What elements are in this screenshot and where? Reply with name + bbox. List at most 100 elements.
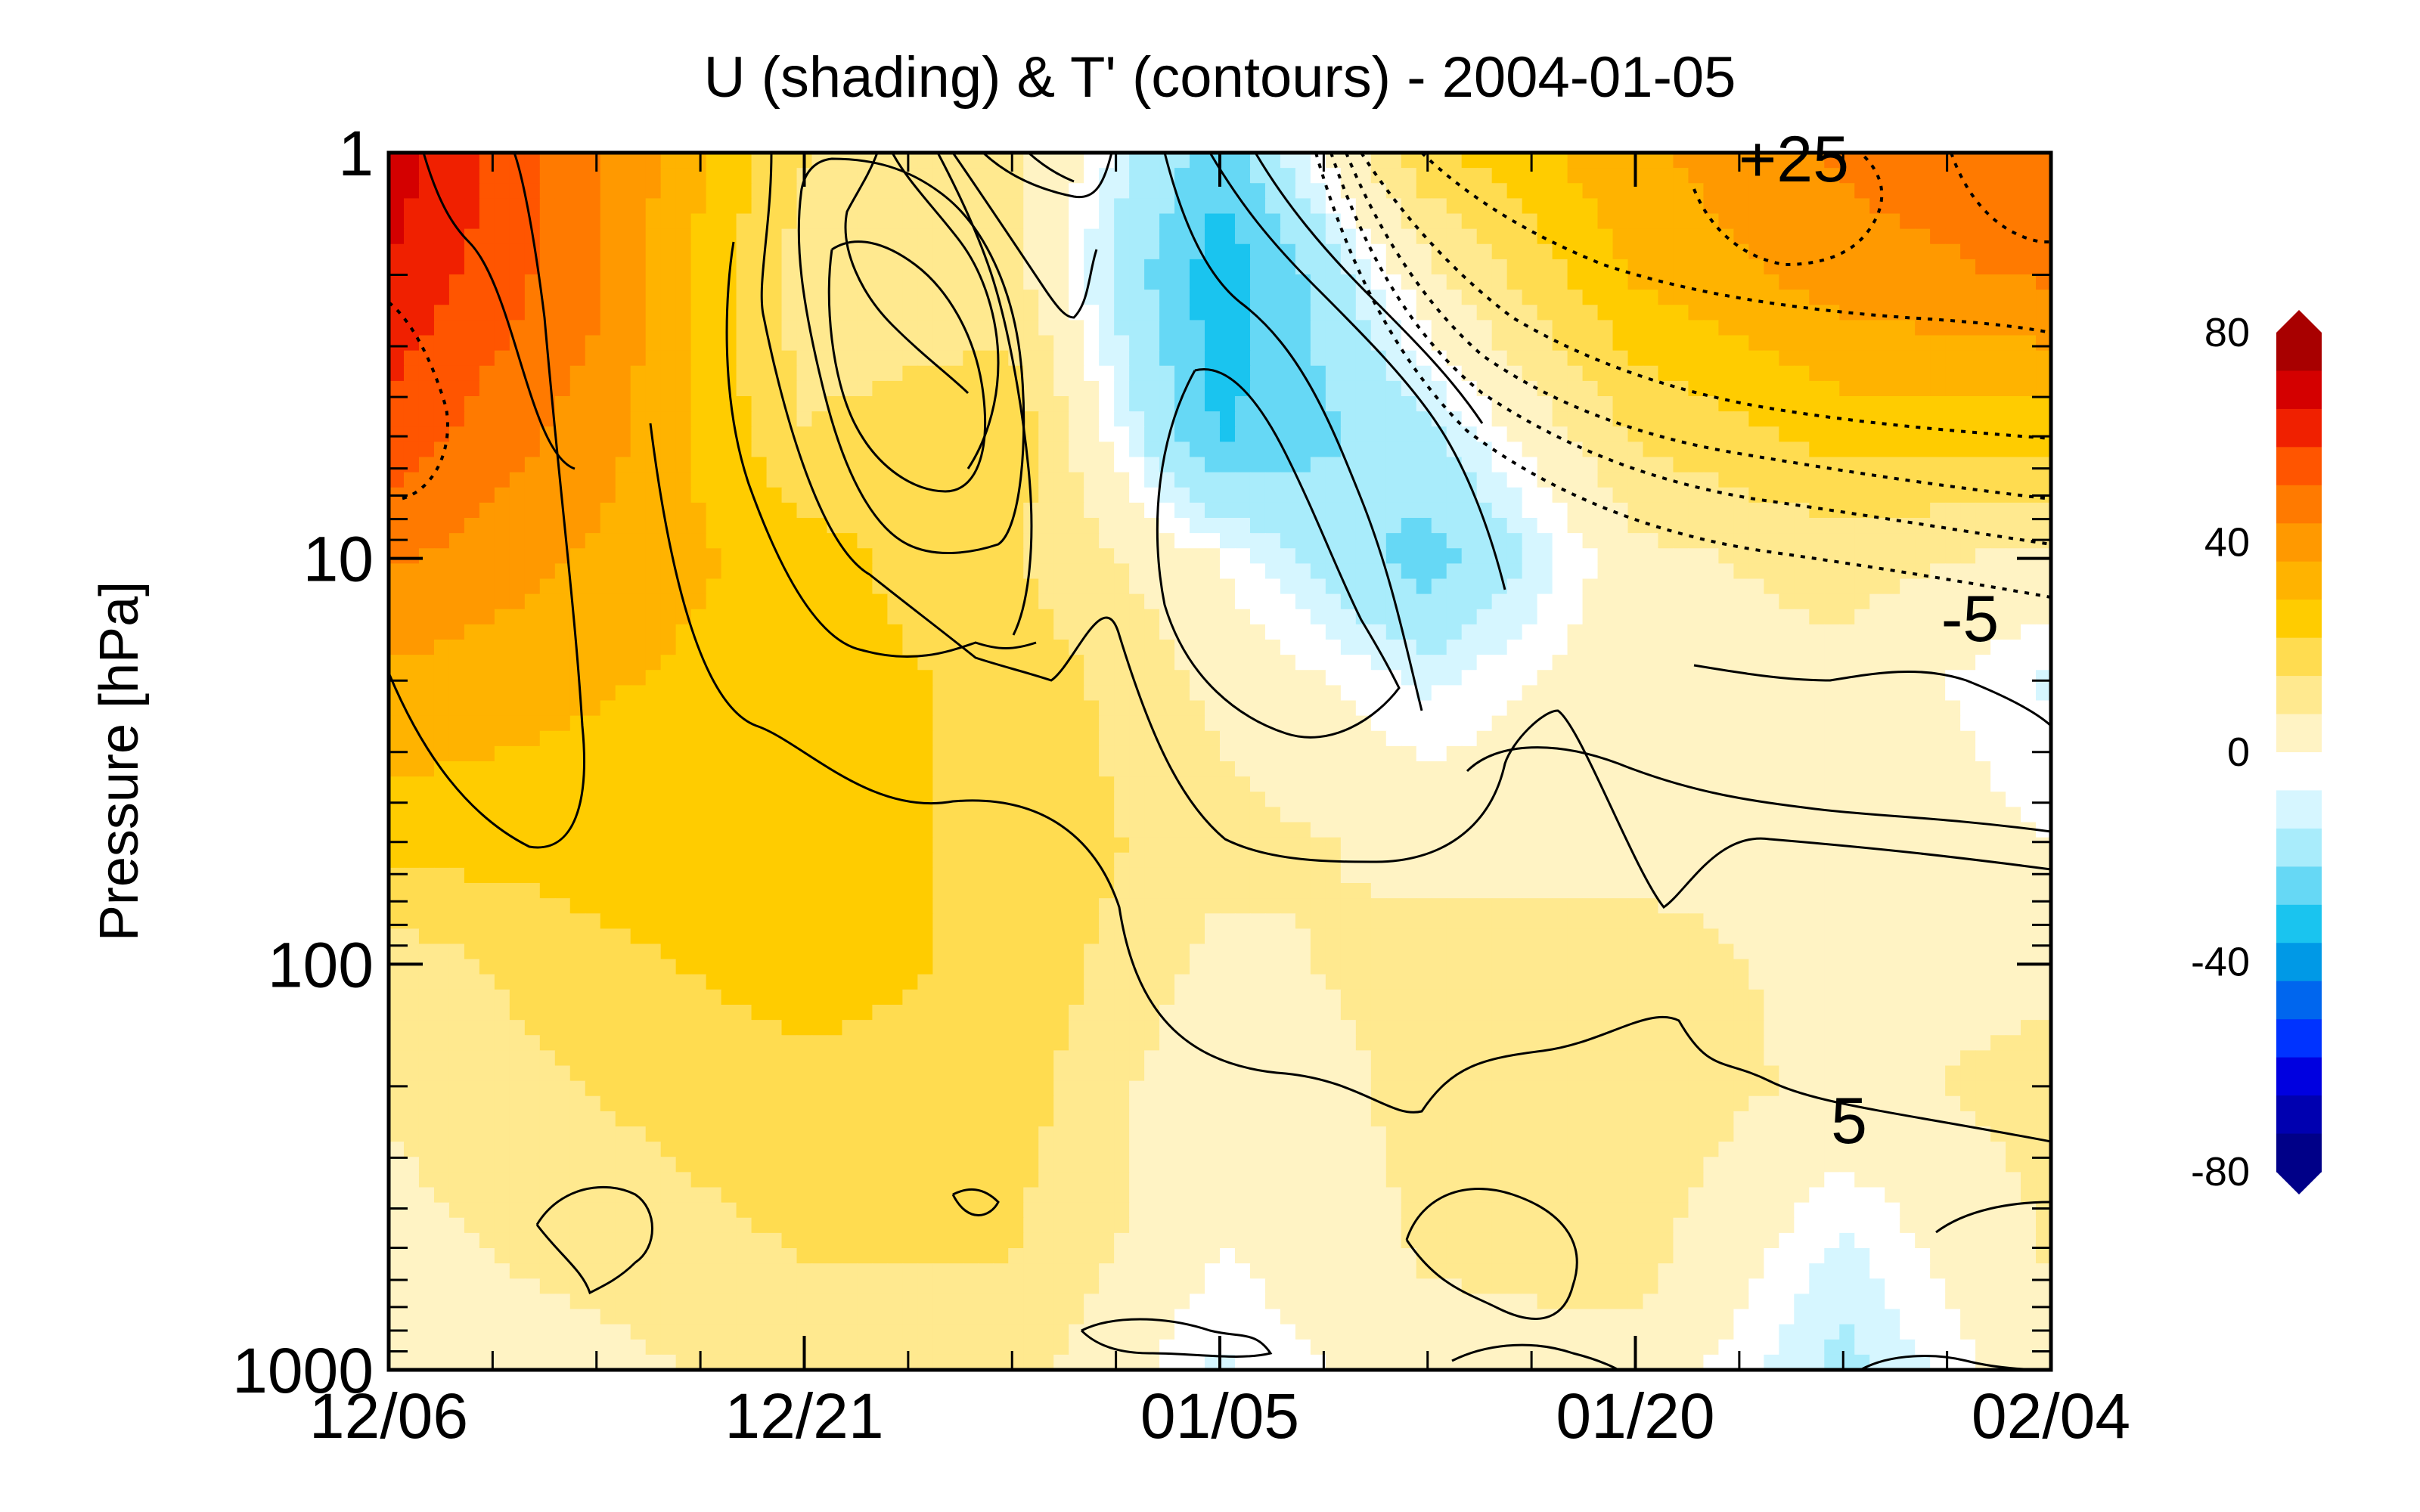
heatmap-cell <box>1280 655 1296 671</box>
heatmap-cell <box>721 472 737 488</box>
heatmap-cell <box>1718 563 1734 579</box>
heatmap-cell <box>1854 442 1870 457</box>
heatmap-cell <box>1583 274 1599 290</box>
heatmap-cell <box>2006 609 2021 625</box>
heatmap-cell <box>1492 472 1508 488</box>
heatmap-cell <box>1250 563 1266 579</box>
heatmap-cell <box>1854 792 1870 807</box>
heatmap-cell <box>570 548 586 564</box>
heatmap-cell <box>782 290 798 305</box>
heatmap-cell <box>917 823 933 838</box>
heatmap-cell <box>555 792 571 807</box>
heatmap-cell <box>1839 336 1855 352</box>
heatmap-cell <box>1568 503 1584 519</box>
heatmap-cell <box>1220 776 1236 792</box>
heatmap-cell <box>1280 259 1296 275</box>
heatmap-cell <box>1447 503 1463 519</box>
heatmap-cell <box>631 366 647 382</box>
heatmap-cell <box>1038 563 1054 579</box>
heatmap-cell <box>1613 533 1629 549</box>
heatmap-cell <box>811 670 827 686</box>
heatmap-cell <box>1356 640 1372 655</box>
heatmap-cell <box>1416 336 1432 352</box>
heatmap-cell <box>1945 411 1961 427</box>
heatmap-cell <box>1099 336 1115 352</box>
heatmap-cell <box>887 624 903 640</box>
heatmap-cell <box>887 259 903 275</box>
heatmap-cell <box>2021 183 2037 199</box>
heatmap-cell <box>1159 640 1175 655</box>
heatmap-cell <box>1885 609 1900 625</box>
heatmap-cell <box>1824 761 1840 777</box>
heatmap-cell <box>1975 198 1991 214</box>
heatmap-cell <box>1915 685 1931 701</box>
heatmap-cell <box>1718 533 1734 549</box>
heatmap-cell <box>1960 548 1976 564</box>
heatmap-cell <box>1084 381 1100 397</box>
heatmap-cell <box>1477 731 1493 747</box>
heatmap-cell <box>419 229 435 245</box>
heatmap-cell <box>1069 823 1084 838</box>
heatmap-cell <box>1099 579 1115 595</box>
heatmap-cell <box>1084 305 1100 321</box>
heatmap-cell <box>1053 594 1069 610</box>
heatmap-cell <box>434 472 450 488</box>
heatmap-cell <box>631 274 647 290</box>
heatmap-cell <box>1809 776 1825 792</box>
heatmap-cell <box>434 153 450 169</box>
heatmap-cell <box>1794 442 1810 457</box>
heatmap-cell <box>917 533 933 549</box>
heatmap-cell <box>1432 624 1447 640</box>
heatmap-cell <box>797 503 813 519</box>
heatmap-cell <box>1733 290 1749 305</box>
heatmap-cell <box>691 716 707 732</box>
heatmap-cell <box>1416 503 1432 519</box>
heatmap-cell <box>691 320 707 336</box>
heatmap-cell <box>782 670 798 686</box>
heatmap-cell <box>1069 259 1084 275</box>
heatmap-cell <box>917 396 933 412</box>
heatmap-cell <box>1598 685 1614 701</box>
heatmap-cell <box>1990 274 2006 290</box>
heatmap-cell <box>782 609 798 625</box>
heatmap-cell <box>1824 655 1840 671</box>
heatmap-cell <box>1129 229 1145 245</box>
heatmap-cell <box>585 579 601 595</box>
heatmap-cell <box>1568 183 1584 199</box>
heatmap-cell <box>1900 701 1916 717</box>
heatmap-cell <box>857 518 873 534</box>
heatmap-cell <box>1326 198 1342 214</box>
heatmap-cell <box>631 183 647 199</box>
heatmap-cell <box>902 442 918 457</box>
heatmap-cell <box>811 579 827 595</box>
heatmap-cell <box>495 396 510 412</box>
heatmap-cell <box>706 320 722 336</box>
heatmap-cell <box>1159 731 1175 747</box>
heatmap-cell <box>1975 776 1991 792</box>
heatmap-cell <box>1522 244 1538 260</box>
heatmap-cell <box>902 563 918 579</box>
heatmap-cell <box>811 548 827 564</box>
heatmap-cell <box>585 259 601 275</box>
chart-title: U (shading) & T' (contours) - 2004-01-05 <box>704 45 1736 110</box>
heatmap-cell <box>797 731 813 747</box>
heatmap-cell <box>646 685 662 701</box>
heatmap-cell <box>1129 411 1145 427</box>
heatmap-cell <box>555 518 571 534</box>
heatmap-cell <box>1960 685 1976 701</box>
heatmap-cell <box>1613 518 1629 534</box>
heatmap-cell <box>2006 198 2021 214</box>
heatmap-cell <box>1779 776 1795 792</box>
heatmap-cell <box>1401 244 1417 260</box>
heatmap-cell <box>510 396 526 412</box>
heatmap-cell <box>1945 426 1961 442</box>
heatmap-cell <box>1673 396 1689 412</box>
heatmap-cell <box>600 594 616 610</box>
heatmap-cell <box>1386 823 1402 838</box>
heatmap-cell <box>600 655 616 671</box>
heatmap-cell <box>525 640 541 655</box>
heatmap-cell <box>1144 244 1160 260</box>
heatmap-cell <box>767 290 783 305</box>
heatmap-cell <box>1038 716 1054 732</box>
heatmap-cell <box>1235 426 1251 442</box>
